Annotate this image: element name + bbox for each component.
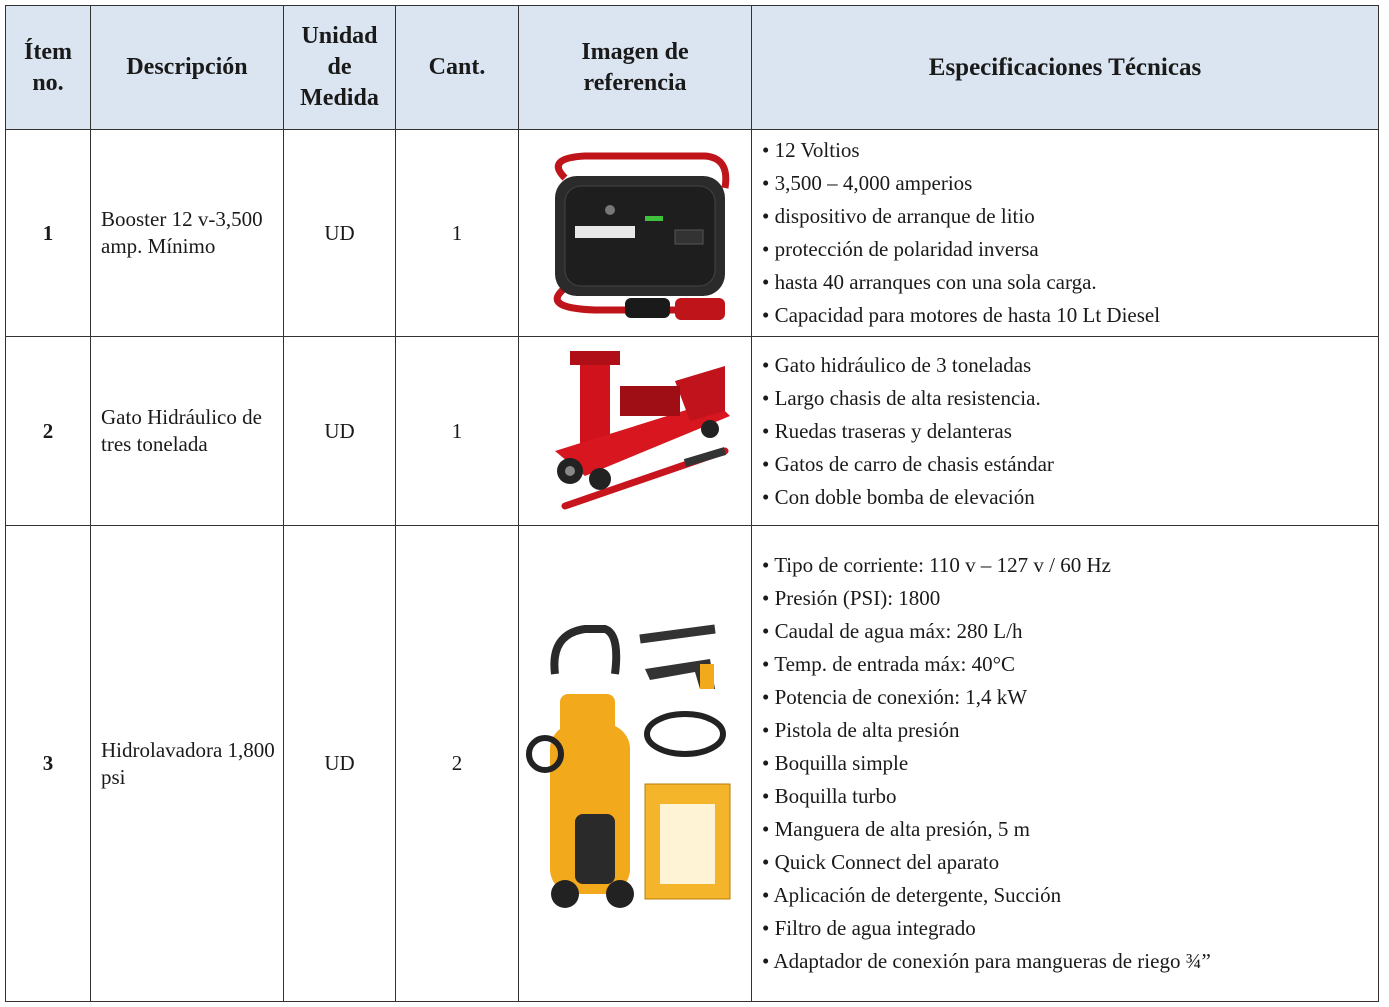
spec-item: • Con doble bomba de elevación — [762, 484, 1035, 509]
spec-item: • Gatos de carro de chasis estándar — [762, 451, 1054, 476]
spec-item: • hasta 40 arranques con una sola carga. — [762, 270, 1097, 294]
quantity: 1 — [395, 129, 519, 337]
spec-item: • 12 Voltios — [762, 138, 860, 162]
spec-item: • Filtro de agua integrado — [762, 916, 976, 940]
header-cell: Ítem no. — [5, 5, 91, 130]
table-row: 3 Hidrolavadora 1,800 psi UD 2 • Tipo de co… — [5, 525, 1379, 1002]
spec-item: • Presión (PSI): 1800 — [762, 586, 941, 610]
unit: UD — [283, 129, 396, 337]
quantity: 1 — [395, 336, 519, 526]
description: Gato Hidráulico de tres tonelada — [90, 336, 284, 526]
spec-item: • Boquilla simple — [762, 751, 909, 775]
header-cell: Descripción — [90, 5, 284, 130]
spec-item: • Capacidad para motores de hasta 10 Lt … — [762, 303, 1161, 327]
spec-item: • protección de polaridad inversa — [762, 237, 1039, 261]
specifications: • Tipo de corriente: 110 v – 127 v / 60 … — [751, 525, 1379, 1002]
quantity: 2 — [395, 525, 519, 1002]
description: Booster 12 v-3,500 amp. Mínimo — [90, 129, 284, 337]
spec-item: • Caudal de agua máx: 280 L/h — [762, 619, 1023, 643]
item-number: 3 — [5, 525, 91, 1002]
pressure-washer-image — [526, 624, 731, 908]
spec-item: • Ruedas traseras y delanteras — [762, 418, 1012, 443]
table-row: 1 Booster 12 v-3,500 amp. Mínimo UD 1 • 12 … — [5, 129, 1379, 337]
reference-image — [518, 336, 752, 526]
header-cell: Unidad de Medida — [283, 5, 396, 130]
description: Hidrolavadora 1,800 psi — [90, 525, 284, 1002]
table-row: 2 Gato Hidráulico de tres tonelada UD 1 • G… — [5, 336, 1379, 526]
spec-item: • Aplicación de detergente, Succión — [762, 883, 1062, 907]
header-cell: Especificaciones Técnicas — [751, 5, 1379, 130]
header-row: Ítem no. Descripción Unidad de Medida Cant.… — [5, 5, 1379, 130]
spec-item: • Adaptador de conexión para mangueras d… — [762, 949, 1211, 973]
specifications: • 12 Voltios • 3,500 – 4,000 amperios • di… — [751, 129, 1379, 337]
spec-item: • Quick Connect del aparato — [762, 850, 1000, 874]
reference-image — [518, 129, 752, 337]
header-cell: Imagen de referencia — [518, 5, 752, 130]
item-number: 1 — [5, 129, 91, 337]
reference-image — [518, 525, 752, 1002]
unit: UD — [283, 336, 396, 526]
spec-item: • Tipo de corriente: 110 v – 127 v / 60 … — [762, 553, 1111, 577]
item-number: 2 — [5, 336, 91, 526]
spec-item: • Potencia de conexión: 1,4 kW — [762, 685, 1028, 709]
spec-item: • Pistola de alta presión — [762, 718, 960, 742]
spec-item: • 3,500 – 4,000 amperios — [762, 171, 973, 195]
header-cell: Cant. — [395, 5, 519, 130]
specifications: • Gato hidráulico de 3 toneladas • Largo … — [751, 336, 1379, 526]
booster-image — [553, 152, 730, 320]
unit: UD — [283, 525, 396, 1002]
spec-item: • Temp. de entrada máx: 40°C — [762, 652, 1015, 676]
spec-item: • Gato hidráulico de 3 toneladas — [762, 352, 1032, 377]
spec-item: • Boquilla turbo — [762, 784, 897, 808]
spec-table: Ítem no. Descripción Unidad de Medida Cant.… — [5, 5, 1379, 1002]
jack-image — [555, 351, 730, 510]
spec-item: • Largo chasis de alta resistencia. — [762, 385, 1041, 410]
spec-item: • dispositivo de arranque de litio — [762, 204, 1035, 228]
spec-item: • Manguera de alta presión, 5 m — [762, 817, 1031, 841]
